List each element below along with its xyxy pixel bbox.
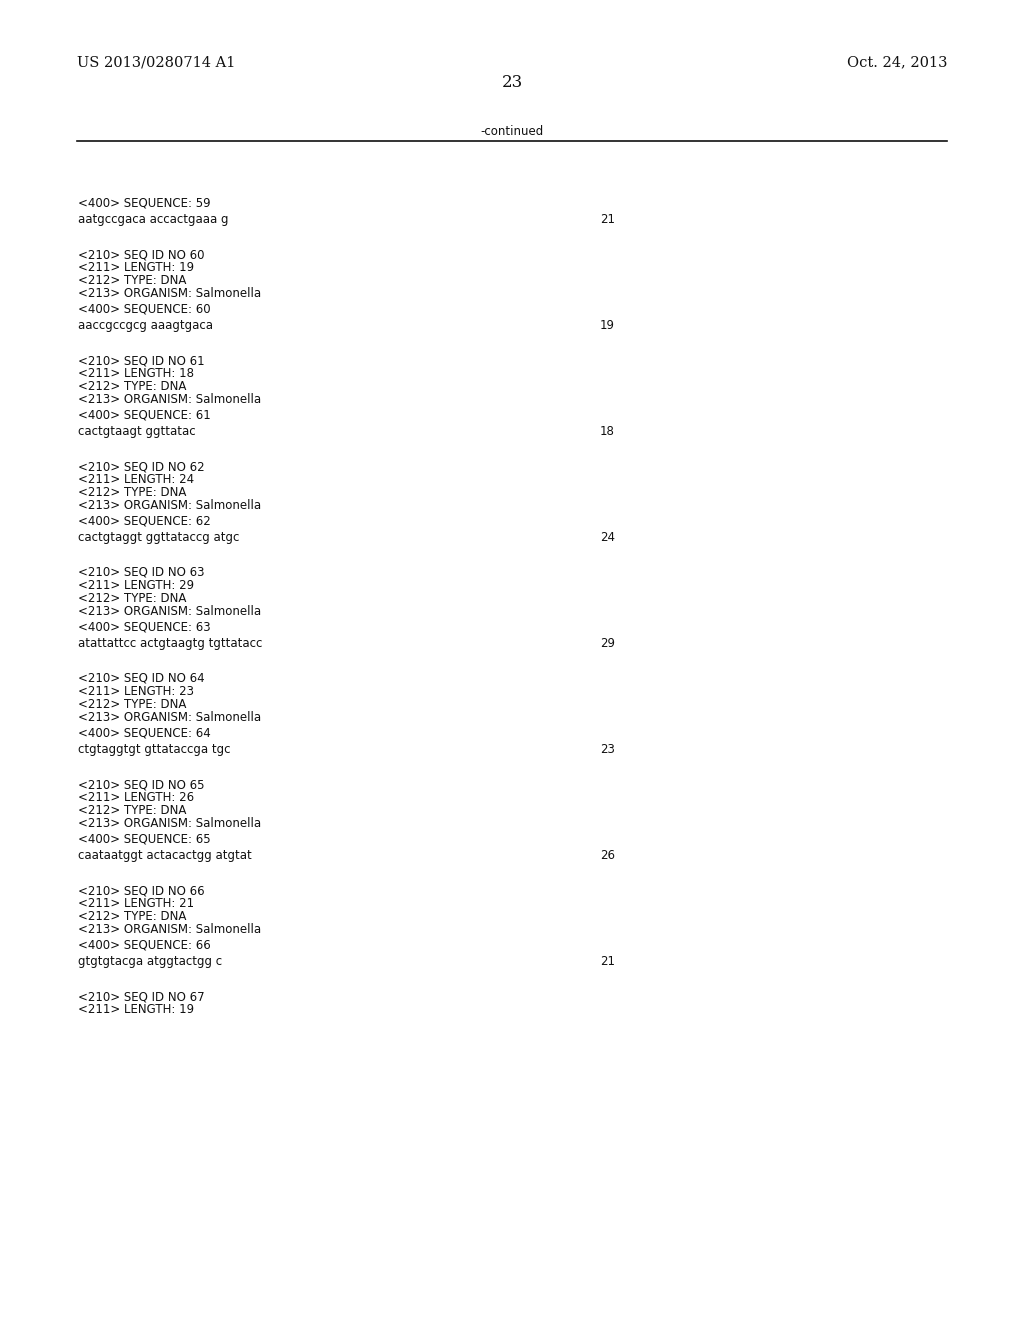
Text: <210> SEQ ID NO 62: <210> SEQ ID NO 62 bbox=[78, 459, 205, 473]
Text: ctgtaggtgt gttataccga tgc: ctgtaggtgt gttataccga tgc bbox=[78, 743, 230, 756]
Text: <213> ORGANISM: Salmonella: <213> ORGANISM: Salmonella bbox=[78, 711, 261, 723]
Text: <211> LENGTH: 24: <211> LENGTH: 24 bbox=[78, 473, 195, 486]
Text: <400> SEQUENCE: 66: <400> SEQUENCE: 66 bbox=[78, 939, 211, 952]
Text: <211> LENGTH: 23: <211> LENGTH: 23 bbox=[78, 685, 194, 698]
Text: 21: 21 bbox=[600, 954, 615, 968]
Text: <212> TYPE: DNA: <212> TYPE: DNA bbox=[78, 909, 186, 923]
Text: 21: 21 bbox=[600, 213, 615, 226]
Text: <210> SEQ ID NO 64: <210> SEQ ID NO 64 bbox=[78, 672, 205, 685]
Text: aaccgccgcg aaagtgaca: aaccgccgcg aaagtgaca bbox=[78, 319, 213, 333]
Text: <212> TYPE: DNA: <212> TYPE: DNA bbox=[78, 804, 186, 817]
Text: <211> LENGTH: 26: <211> LENGTH: 26 bbox=[78, 791, 195, 804]
Text: <213> ORGANISM: Salmonella: <213> ORGANISM: Salmonella bbox=[78, 286, 261, 300]
Text: <213> ORGANISM: Salmonella: <213> ORGANISM: Salmonella bbox=[78, 817, 261, 830]
Text: 26: 26 bbox=[600, 849, 615, 862]
Text: 23: 23 bbox=[600, 743, 614, 756]
Text: <400> SEQUENCE: 60: <400> SEQUENCE: 60 bbox=[78, 304, 211, 315]
Text: <212> TYPE: DNA: <212> TYPE: DNA bbox=[78, 275, 186, 286]
Text: <211> LENGTH: 19: <211> LENGTH: 19 bbox=[78, 1003, 195, 1016]
Text: atattattcc actgtaagtg tgttatacc: atattattcc actgtaagtg tgttatacc bbox=[78, 638, 262, 649]
Text: 29: 29 bbox=[600, 638, 615, 649]
Text: aatgccgaca accactgaaa g: aatgccgaca accactgaaa g bbox=[78, 213, 228, 226]
Text: <213> ORGANISM: Salmonella: <213> ORGANISM: Salmonella bbox=[78, 605, 261, 618]
Text: <210> SEQ ID NO 65: <210> SEQ ID NO 65 bbox=[78, 777, 205, 791]
Text: <211> LENGTH: 21: <211> LENGTH: 21 bbox=[78, 898, 195, 909]
Text: 19: 19 bbox=[600, 319, 615, 333]
Text: 23: 23 bbox=[502, 74, 522, 91]
Text: <212> TYPE: DNA: <212> TYPE: DNA bbox=[78, 591, 186, 605]
Text: <400> SEQUENCE: 59: <400> SEQUENCE: 59 bbox=[78, 197, 211, 210]
Text: <210> SEQ ID NO 61: <210> SEQ ID NO 61 bbox=[78, 354, 205, 367]
Text: <211> LENGTH: 19: <211> LENGTH: 19 bbox=[78, 261, 195, 275]
Text: <213> ORGANISM: Salmonella: <213> ORGANISM: Salmonella bbox=[78, 499, 261, 512]
Text: <210> SEQ ID NO 63: <210> SEQ ID NO 63 bbox=[78, 566, 205, 579]
Text: <212> TYPE: DNA: <212> TYPE: DNA bbox=[78, 486, 186, 499]
Text: <210> SEQ ID NO 67: <210> SEQ ID NO 67 bbox=[78, 990, 205, 1003]
Text: cactgtaggt ggttataccg atgc: cactgtaggt ggttataccg atgc bbox=[78, 531, 240, 544]
Text: 24: 24 bbox=[600, 531, 615, 544]
Text: <211> LENGTH: 29: <211> LENGTH: 29 bbox=[78, 579, 195, 591]
Text: cactgtaagt ggttatac: cactgtaagt ggttatac bbox=[78, 425, 196, 438]
Text: US 2013/0280714 A1: US 2013/0280714 A1 bbox=[77, 55, 236, 70]
Text: -continued: -continued bbox=[480, 125, 544, 139]
Text: caataatggt actacactgg atgtat: caataatggt actacactgg atgtat bbox=[78, 849, 252, 862]
Text: <400> SEQUENCE: 62: <400> SEQUENCE: 62 bbox=[78, 515, 211, 528]
Text: Oct. 24, 2013: Oct. 24, 2013 bbox=[847, 55, 947, 70]
Text: <400> SEQUENCE: 65: <400> SEQUENCE: 65 bbox=[78, 833, 211, 846]
Text: <211> LENGTH: 18: <211> LENGTH: 18 bbox=[78, 367, 194, 380]
Text: <400> SEQUENCE: 64: <400> SEQUENCE: 64 bbox=[78, 727, 211, 741]
Text: <400> SEQUENCE: 61: <400> SEQUENCE: 61 bbox=[78, 409, 211, 422]
Text: <212> TYPE: DNA: <212> TYPE: DNA bbox=[78, 380, 186, 393]
Text: 18: 18 bbox=[600, 425, 614, 438]
Text: <212> TYPE: DNA: <212> TYPE: DNA bbox=[78, 698, 186, 711]
Text: <213> ORGANISM: Salmonella: <213> ORGANISM: Salmonella bbox=[78, 923, 261, 936]
Text: <210> SEQ ID NO 66: <210> SEQ ID NO 66 bbox=[78, 884, 205, 898]
Text: gtgtgtacga atggtactgg c: gtgtgtacga atggtactgg c bbox=[78, 954, 222, 968]
Text: <210> SEQ ID NO 60: <210> SEQ ID NO 60 bbox=[78, 248, 205, 261]
Text: <213> ORGANISM: Salmonella: <213> ORGANISM: Salmonella bbox=[78, 393, 261, 407]
Text: <400> SEQUENCE: 63: <400> SEQUENCE: 63 bbox=[78, 620, 211, 634]
